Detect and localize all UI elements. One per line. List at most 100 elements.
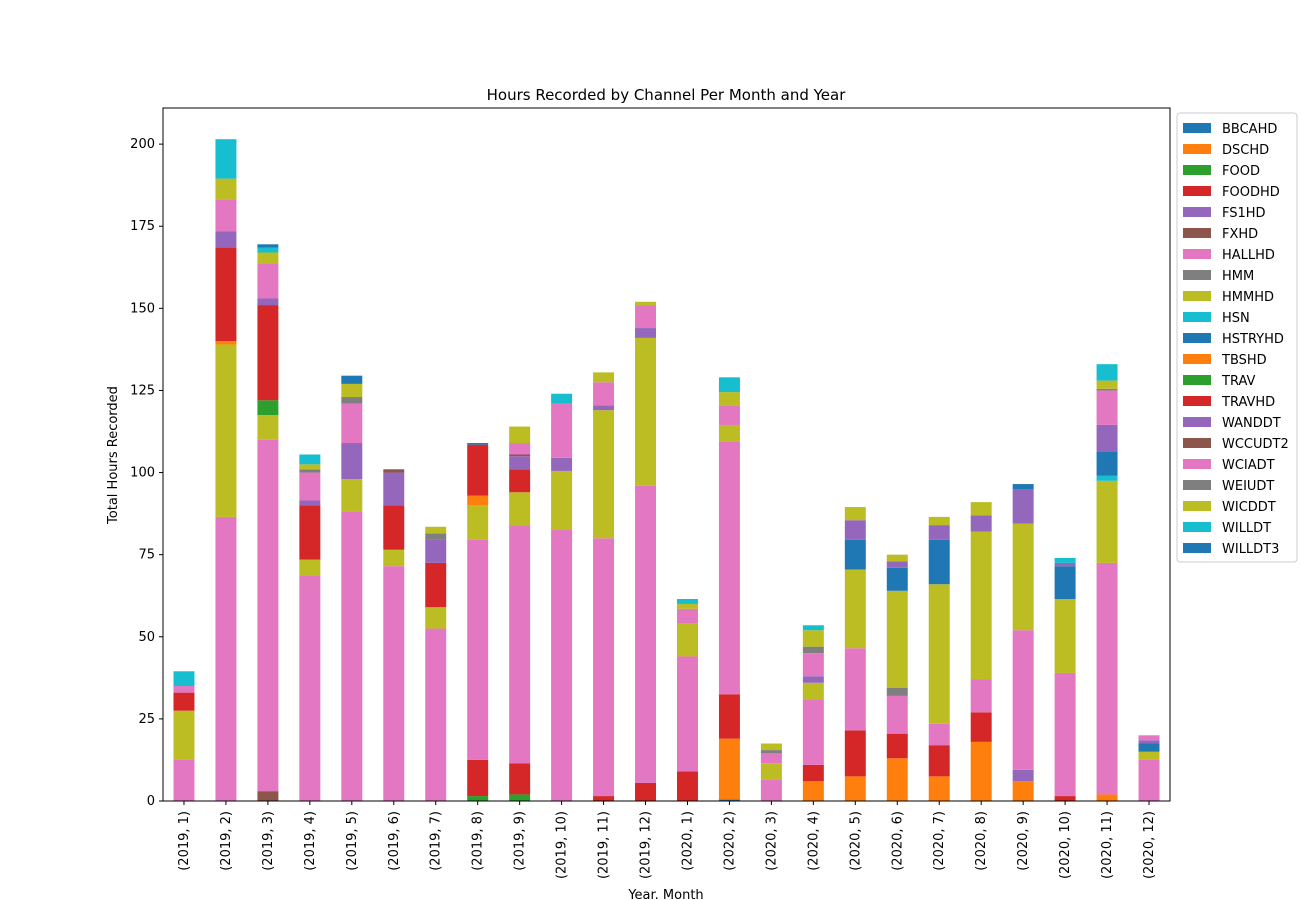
bar-segment-hmmhd-6 xyxy=(425,607,447,629)
bar-segment-travhd-3 xyxy=(299,505,321,560)
bar-segment-hallhd-23 xyxy=(1138,759,1160,801)
legend-label-hsn: HSN xyxy=(1222,311,1250,326)
legend-swatch-trav xyxy=(1183,375,1211,385)
bar-segment-hallhd-9 xyxy=(551,530,573,801)
y-tick-label: 0 xyxy=(147,794,155,809)
bar-segment-wciadt-0 xyxy=(173,686,195,693)
bar-segment-hmmhd-18 xyxy=(928,584,950,724)
bar-segment-hmmhd-8 xyxy=(509,492,531,526)
bar-segment-wanddt-23 xyxy=(1138,740,1160,744)
x-tick-label: (2019, 7) xyxy=(429,811,444,871)
bar-segment-food-8 xyxy=(509,794,531,801)
bar-segment-wanddt-15 xyxy=(802,676,824,683)
bar-segment-hallhd-20 xyxy=(1012,630,1034,770)
legend-swatch-willdt3 xyxy=(1183,543,1211,553)
legend-swatch-weiudt xyxy=(1183,480,1211,490)
bar-segment-wciadt-22 xyxy=(1096,390,1118,425)
x-tick-label: (2020, 11) xyxy=(1100,811,1115,879)
bar-segment-hmmhd-12 xyxy=(676,623,698,657)
bar-segment-dschd-18 xyxy=(928,776,950,801)
bar-segment-wciadt-14 xyxy=(760,753,782,764)
bar-segment-hmmhd-17 xyxy=(886,590,908,688)
x-tick-label: (2020, 9) xyxy=(1016,811,1031,871)
x-tick-label: (2020, 2) xyxy=(722,811,737,871)
legend-swatch-hmm xyxy=(1183,270,1211,280)
legend-label-travhd: TRAVHD xyxy=(1221,395,1275,410)
bar-segment-weiudt-15 xyxy=(802,646,824,654)
bar-segment-wanddt-6 xyxy=(425,539,447,563)
bar-segment-wanddt-5 xyxy=(383,472,405,506)
bar-segment-hallhd-1 xyxy=(215,516,237,801)
bar-segment-hallhd-10 xyxy=(593,538,615,797)
bar-segment-foodhd-8 xyxy=(509,763,531,795)
bar-segment-wciadt-10 xyxy=(593,382,615,406)
legend-label-hmm: HMM xyxy=(1222,269,1254,284)
bar-segment-willdt-1 xyxy=(215,139,237,179)
bar-segment-dschd-17 xyxy=(886,758,908,801)
legend-label-wanddt: WANDDT xyxy=(1222,416,1281,431)
x-tick-label: (2020, 10) xyxy=(1058,811,1073,879)
bar-segment-hmmhd-3 xyxy=(299,559,321,577)
bar-segment-hmmhd-11 xyxy=(635,337,657,486)
x-tick-label: (2020, 4) xyxy=(806,811,821,871)
bar-segment-wanddt-9 xyxy=(551,457,573,471)
bar-segment-willdt-0 xyxy=(173,671,195,687)
x-tick-label: (2019, 3) xyxy=(261,811,276,871)
bar-segment-willdt-22 xyxy=(1096,364,1118,381)
x-tick-label: (2019, 9) xyxy=(513,811,528,871)
bar-segment-wicddt-12 xyxy=(676,603,698,609)
x-tick-label: (2019, 2) xyxy=(219,811,234,871)
bar-segment-foodhd-7 xyxy=(467,759,489,797)
bar-segment-wicddt-3 xyxy=(299,464,321,470)
x-axis-label: Year. Month xyxy=(627,888,703,900)
bar-segment-willdt-15 xyxy=(802,625,824,631)
x-tick-label: (2019, 11) xyxy=(597,811,612,879)
bar-segment-wciadt-12 xyxy=(676,608,698,624)
bar-segment-travhd-7 xyxy=(467,444,489,496)
legend-swatch-fxhd xyxy=(1183,228,1211,238)
y-tick-label: 75 xyxy=(138,548,155,563)
bar-segment-hallhd-16 xyxy=(844,648,866,731)
bar-segment-foodhd-13 xyxy=(718,694,740,739)
bar-segment-wccudt2-8 xyxy=(509,454,531,457)
bar-segment-wicddt-16 xyxy=(844,507,866,521)
bar-segment-foodhd-19 xyxy=(970,712,992,742)
bar-segment-weiudt-4 xyxy=(341,397,363,404)
bar-segment-wanddt-8 xyxy=(509,456,531,470)
bar-segment-fxhd-2 xyxy=(257,791,279,801)
x-tick-label: (2020, 8) xyxy=(974,811,989,871)
x-tick-label: (2020, 3) xyxy=(764,811,779,871)
bar-segment-travhd-8 xyxy=(509,469,531,493)
bar-segment-wicddt-4 xyxy=(341,383,363,398)
bar-segment-willdt3-2 xyxy=(257,244,279,248)
bar-segment-hmmhd-22 xyxy=(1096,480,1118,563)
bar-segment-hallhd-13 xyxy=(718,441,740,695)
bar-segment-willdt-9 xyxy=(551,393,573,404)
bar-segment-wicddt-18 xyxy=(928,516,950,526)
x-tick-label: (2019, 5) xyxy=(345,811,360,871)
bar-segment-hallhd-3 xyxy=(299,576,321,801)
bar-segment-willdt-21 xyxy=(1054,557,1076,563)
bar-segment-willdt3-4 xyxy=(341,375,363,384)
legend: BBCAHDDSCHDFOODFOODHDFS1HDFXHDHALLHDHMMH… xyxy=(1176,112,1298,563)
bar-segment-wicddt-17 xyxy=(886,554,908,562)
bar-segment-hallhd-12 xyxy=(676,656,698,772)
bar-segment-hallhd-14 xyxy=(760,779,782,801)
legend-swatch-hstryhd xyxy=(1183,333,1211,343)
legend-label-weiudt: WEIUDT xyxy=(1222,479,1274,494)
x-tick-label: (2019, 8) xyxy=(471,811,486,871)
bar-segment-wciadt-8 xyxy=(509,443,531,455)
legend-swatch-tbshd xyxy=(1183,354,1211,364)
bar-segment-wanddt-10 xyxy=(593,405,615,411)
bar-segment-hstryhd-22 xyxy=(1096,451,1118,476)
legend-swatch-hallhd xyxy=(1183,249,1211,259)
bar-segment-travhd-5 xyxy=(383,505,405,550)
bar-segment-hmm-17 xyxy=(886,687,908,696)
bar-segment-travhd-1 xyxy=(215,247,237,342)
x-tick-label: (2019, 10) xyxy=(555,811,570,879)
bar-segment-weiudt-22 xyxy=(1096,388,1118,391)
bar-segment-weiudt-6 xyxy=(425,533,447,540)
bar-segment-wanddt-3 xyxy=(299,500,321,506)
legend-swatch-fs1hd xyxy=(1183,207,1211,217)
